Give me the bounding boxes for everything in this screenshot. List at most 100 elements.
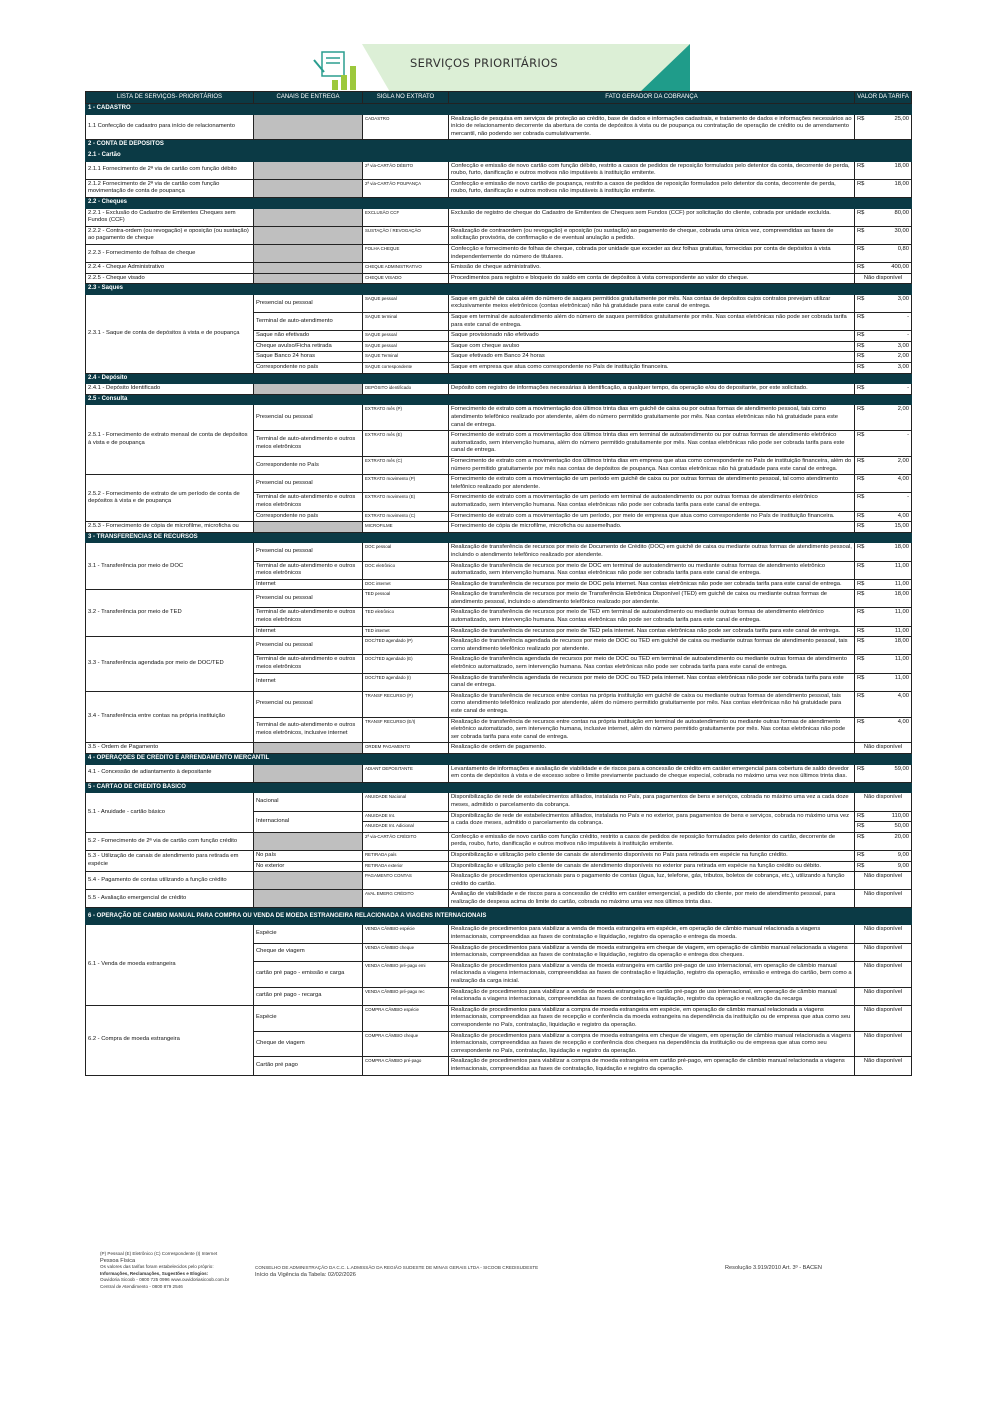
table-row: Saque não efetivado SAQUE pessoal Saque pr… — [86, 330, 912, 342]
tariff-amount: - — [907, 314, 909, 321]
sigla: EXTRATO movimento (E) — [362, 492, 449, 512]
channel-empty — [253, 889, 363, 909]
page-title: SERVIÇOS PRIORITÁRIOS — [410, 56, 559, 70]
service-name: 2.2.5 - Cheque visado — [85, 272, 254, 285]
fato-gerador: Confecção e fornecimento de folhas de ch… — [448, 243, 855, 264]
tariff-value: R$ 18,00 — [854, 178, 912, 198]
sigla: 2ª via-CARTÃO DÉBITO — [362, 160, 449, 180]
tariff-amount: 2,00 — [897, 457, 909, 464]
currency-symbol: R$ — [857, 591, 865, 598]
section-header: 5 - CARTÃO DE CRÉDITO BÁSICO — [85, 781, 912, 794]
tariff-value: R$ 3,00 — [854, 340, 912, 353]
service-name: 1.1 Confecção de cadastro para início de… — [85, 113, 254, 141]
currency-symbol: R$ — [857, 476, 865, 483]
table-row: Cheque de viagem VENDA CÂMBIO cheque Reali… — [86, 942, 912, 962]
channel-empty — [253, 225, 363, 245]
tariff-amount: 80,00 — [894, 209, 909, 216]
fato-gerador: Saque em terminal de autoatendimento alé… — [448, 312, 855, 332]
tariff-value: Não disponível — [854, 924, 912, 944]
sigla: VENDA CÂMBIO espécie — [362, 924, 449, 944]
sigla: DOC pessoal — [362, 542, 449, 562]
tariff-amount: 4,00 — [897, 692, 909, 699]
sigla: VENDA CÂMBIO pré-pago emi — [362, 960, 449, 988]
table-row: 2.2.5 - Cheque visado CHEQUE VISADO Proced… — [85, 272, 912, 285]
fato-gerador: Realização de procedimentos para viabili… — [448, 924, 855, 944]
service-name: 6.2 - Compra de moeda estrangeira — [85, 1004, 254, 1076]
table-row: 5.3 - Utilização de canais de atendiment… — [85, 849, 912, 873]
currency-symbol: R$ — [857, 227, 865, 234]
tariff-value: Não disponível — [854, 942, 912, 962]
service-name: 2.2.2 - Contra-ordem (ou revogação) e op… — [85, 225, 254, 245]
service-name: 5.3 - Utilização de canais de atendiment… — [85, 849, 254, 873]
col-header-services: LISTA DE SERVIÇOS- PRIORITÁRIOS — [85, 91, 254, 104]
currency-symbol: R$ — [857, 364, 865, 371]
fato-gerador: Saque em empresa que atua como correspon… — [448, 362, 855, 374]
delivery-channel: Terminal de auto-atendimento e outros me… — [253, 560, 363, 580]
delivery-channel: cartão pré pago - recarga — [253, 986, 363, 1006]
table-row: Terminal de auto-atendimento e outros me… — [86, 654, 912, 674]
tariff-value: R$ 11,00 — [854, 578, 912, 591]
delivery-channel: Cheque de viagem — [253, 942, 363, 962]
tariff-amount: - — [907, 494, 909, 501]
table-row: 3.1 - Transferência por meio de DOC Prese… — [85, 542, 912, 591]
delivery-channel: Internacional — [253, 810, 363, 833]
sigla: ANUIDADE Nacional — [362, 792, 449, 812]
service-name: 5.4 - Pagamento de contas utilizando a f… — [85, 871, 254, 891]
tariff-value: R$ - — [854, 383, 912, 395]
col-header-valor: VALOR DA TARIFA — [854, 91, 912, 104]
tariff-amount: 9,00 — [897, 851, 909, 858]
sigla: RETIRADA país — [362, 849, 449, 862]
tariff-value: R$ 18,00 — [854, 542, 912, 562]
fato-gerador: Saque efetivado em Banco 24 horas — [448, 351, 855, 364]
currency-symbol: R$ — [857, 562, 865, 569]
delivery-channel: No país — [253, 849, 363, 862]
fato-gerador: Realização de procedimentos para viabili… — [448, 1004, 855, 1032]
tariff-amount: 2,00 — [897, 406, 909, 413]
section-title: 6 - OPERAÇÃO DE CAMBIO MANUAL PARA COMPR… — [85, 907, 912, 926]
tariff-value: Não disponível — [854, 1004, 912, 1032]
tariff-amount: 11,00 — [894, 580, 909, 587]
table-row: 2.3.1 - Saque de conta de depósitos à vi… — [85, 293, 912, 374]
fato-gerador: Realização de transferência agendada de … — [448, 636, 855, 656]
service-name: 5.5 - Avaliação emergencial de crédito — [85, 889, 254, 909]
currency-symbol: R$ — [857, 209, 865, 216]
subsection-title: 2.5 - Consulta — [85, 393, 912, 406]
table-row: Terminal de auto-atendimento SAQUE termin… — [86, 312, 912, 332]
sigla: DOC internet — [362, 578, 449, 591]
subsection-title: 2.4 - Depósito — [85, 372, 912, 385]
fato-gerador: Realização de transferência de recursos … — [448, 607, 855, 627]
sigla: SAQUE correspondente — [362, 362, 449, 374]
table-row: Cartão pré pago COMPRA CÂMBIO pré-pago Rea… — [86, 1056, 912, 1076]
sigla: DOC/TED agendado (E) — [362, 654, 449, 674]
currency-symbol: R$ — [857, 718, 865, 725]
delivery-channel: Presencial ou pessoal — [253, 636, 363, 656]
currency-symbol: R$ — [857, 115, 865, 122]
service-name: 6.1 - Venda de moeda estrangeira — [85, 924, 254, 1006]
tariff-value: Não disponível — [854, 272, 912, 285]
fato-gerador: Realização de ordem de pagamento. — [448, 742, 855, 754]
currency-symbol: R$ — [857, 512, 865, 519]
footer-middle: CONSELHO DE ADMINISTRAÇÃO DA C.C. L.ADMI… — [255, 1265, 538, 1278]
delivery-channel: Terminal de auto-atendimento e outros me… — [253, 492, 363, 512]
currency-symbol: R$ — [857, 342, 865, 349]
table-row: 3.4 - Transferência entre contas na próp… — [85, 690, 912, 744]
delivery-channel: Correspondente no país — [253, 362, 363, 374]
section-title: 4 - OPERAÇÕES DE CRÉDITO E ARRENDAMENTO … — [85, 752, 912, 765]
currency-symbol: R$ — [857, 609, 865, 616]
table-row: cartão pré pago - recarga VENDA CÂMBIO pr… — [86, 986, 912, 1006]
fato-gerador: Realização de procedimentos para viabili… — [448, 1030, 855, 1058]
fato-gerador: Realização de transferência agendada de … — [448, 654, 855, 674]
sigla: 2ª via-CARTÃO CRÉDITO — [362, 831, 449, 851]
sigla: FOLHA CHEQUE — [362, 243, 449, 264]
delivery-channel: Terminal de auto-atendimento e outros me… — [253, 654, 363, 674]
tariff-value: R$ 80,00 — [854, 207, 912, 227]
tariff-value: R$ 3,00 — [854, 362, 912, 374]
col-header-channels: CANAIS DE ENTREGA — [253, 91, 363, 104]
tariff-amount: 3,00 — [897, 364, 909, 371]
tariff-value: R$ 9,00 — [854, 849, 912, 862]
footer-resolution: Resolução 3.919/2010 Art. 3º - BACEN — [725, 1265, 822, 1271]
tariff-value: Não disponível — [854, 986, 912, 1006]
sigla: COMPRA CÂMBIO espécie — [362, 1004, 449, 1032]
tariff-amount: 11,00 — [894, 627, 909, 634]
tariff-value: Não disponível — [854, 889, 912, 909]
